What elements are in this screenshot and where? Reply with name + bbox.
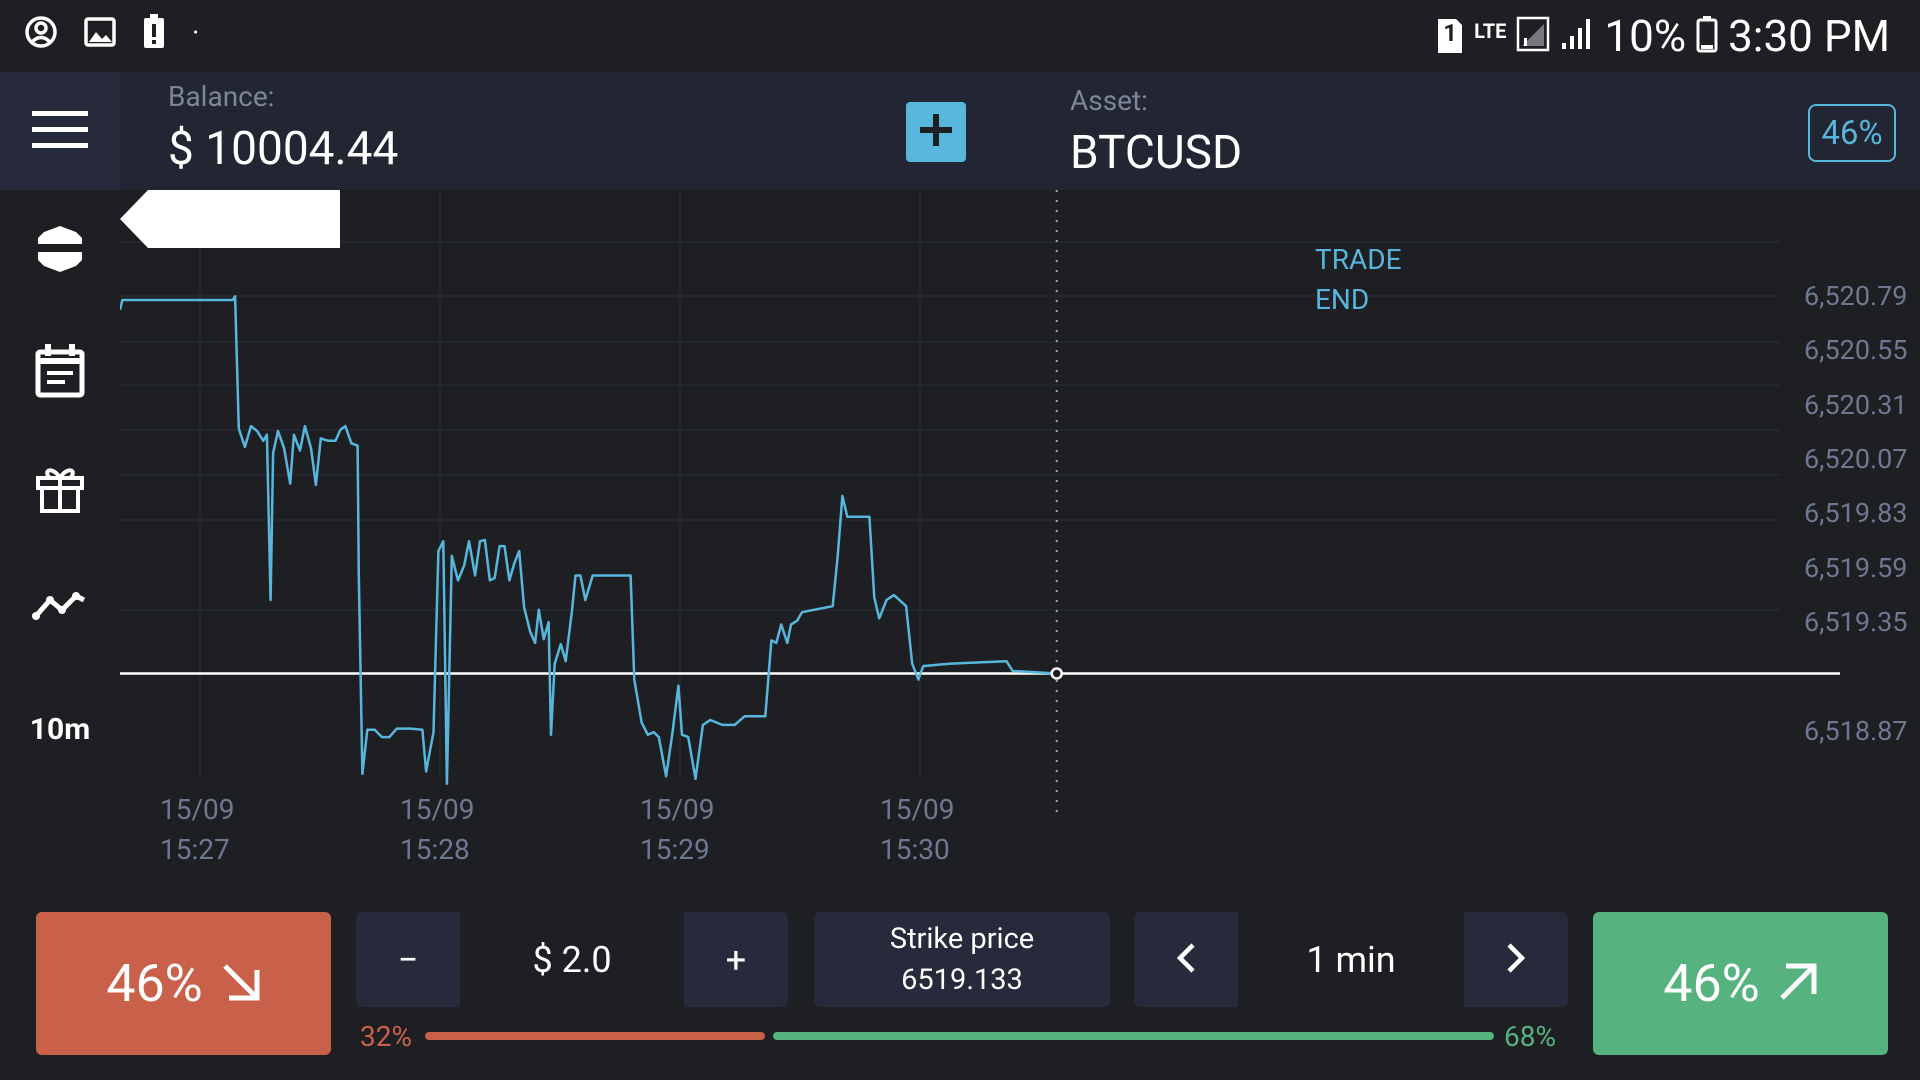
x-tick-label: 15/09 15:27 [160,790,235,870]
battery-percent: 10% [1604,10,1687,62]
arrow-down-right-icon [221,962,261,1006]
x-tick-time: 15:28 [400,833,470,866]
x-tick-date: 15/09 [400,793,475,826]
sidebar-item-chart-type[interactable] [0,588,120,626]
y-tick-label: 6,520.79 [1804,280,1908,312]
status-bar: · 1 LTE 10% 3:30 PM [0,0,1920,72]
expiry-value: 1 min [1306,938,1396,981]
x-tick-label: 15/09 15:30 [880,790,955,870]
call-button[interactable]: 46% [1593,912,1888,1055]
sim-number: 1 [1443,19,1458,47]
y-tick-label: 6,519.59 [1804,552,1908,584]
expiry-prev-button[interactable] [1134,912,1238,1007]
strike-price-value: 6519.133 [901,963,1023,997]
x-tick-date: 15/09 [640,793,715,826]
expiry-value-field[interactable]: 1 min [1238,912,1464,1007]
y-tick-label: 6,520.31 [1804,389,1908,421]
signal-sim2-icon [1560,17,1594,55]
y-tick-label: 6,519.35 [1804,606,1908,638]
trade-end-line-2: END [1315,283,1370,316]
y-tick-label: 6,518.87 [1804,715,1908,747]
status-right: 1 LTE 10% 3:30 PM [1436,10,1890,62]
payout-badge: 46% [1808,104,1896,162]
x-tick-date: 15/09 [160,793,235,826]
expiry-control: 1 min [1134,912,1568,1007]
signal-sim1-icon [1516,16,1550,56]
plus-icon: + [725,938,747,981]
x-tick-time: 15:27 [160,833,230,866]
sidebar-item-assets[interactable] [0,226,120,276]
trade-end-label: TRADE END [1315,240,1402,320]
trade-end-line-1: TRADE [1315,243,1402,276]
sentiment-up-bar [772,1032,1494,1040]
battery-icon [1696,15,1718,57]
status-left-icons: · [24,14,199,50]
amount-increase-button[interactable]: + [684,912,788,1007]
chevron-left-icon [1175,942,1197,978]
timeframe-selector[interactable]: 10m [29,712,91,747]
y-tick-label: 6,520.07 [1804,443,1908,475]
y-tick-label: 6,519.83 [1804,497,1908,529]
sentiment-up-percent: 68% [1504,1020,1556,1053]
minus-icon: − [397,938,419,981]
put-payout: 46% [106,953,203,1014]
balance-label: Balance: [168,80,275,113]
header: Balance: $ 10004.44 Asset: BTCUSD 46% [120,72,1920,190]
chart-canvas [120,190,1840,820]
amount-input[interactable]: $ 2.0 [460,912,684,1007]
clock: 3:30 PM [1728,10,1890,62]
sim-icon: 1 [1436,17,1464,55]
amount-value: $ 2.0 [532,938,612,981]
current-price-tag [120,190,340,248]
deposit-button[interactable] [906,102,966,162]
menu-icon [32,109,88,153]
amount-control: − $ 2.0 + [356,912,788,1007]
amount-decrease-button[interactable]: − [356,912,460,1007]
arrow-up-right-icon [1778,962,1818,1006]
x-tick-date: 15/09 [880,793,955,826]
strike-price-label: Strike price [889,922,1035,956]
sentiment-down-percent: 32% [360,1020,412,1053]
account-icon [24,15,58,49]
balance-value: $ 10004.44 [168,122,399,176]
status-dot: · [192,15,200,49]
battery-alert-icon [142,14,166,50]
expiry-next-button[interactable] [1464,912,1568,1007]
x-tick-label: 15/09 15:29 [640,790,715,870]
x-tick-label: 15/09 15:28 [400,790,475,870]
strike-price-box: Strike price 6519.133 [814,912,1110,1007]
sidebar-item-history[interactable] [0,344,120,402]
price-series-line [120,295,1057,785]
price-chart[interactable]: TRADE END 6,520.79 6,520.55 6,520.31 6,5… [120,190,1920,870]
current-price-value: 6,519.133 [1856,651,1920,692]
chevron-right-icon [1505,942,1527,978]
current-price-dot [1050,667,1063,680]
put-button[interactable]: 46% [36,912,331,1055]
x-tick-time: 15:30 [880,833,950,866]
lte-label: LTE [1474,19,1507,43]
menu-button[interactable] [0,72,120,190]
gift-icon [35,464,85,518]
x-tick-time: 15:29 [640,833,710,866]
call-payout: 46% [1663,953,1760,1014]
chart-line-icon [32,588,88,626]
plus-icon [918,112,954,152]
y-tick-label: 6,520.55 [1804,334,1908,366]
sentiment-down-bar [425,1032,765,1040]
asset-label: Asset: [1070,84,1148,117]
calendar-icon [35,344,85,402]
layers-icon [36,226,84,276]
sidebar-item-bonuses[interactable] [0,464,120,518]
image-icon [84,17,116,47]
asset-selector[interactable]: BTCUSD [1070,126,1243,180]
